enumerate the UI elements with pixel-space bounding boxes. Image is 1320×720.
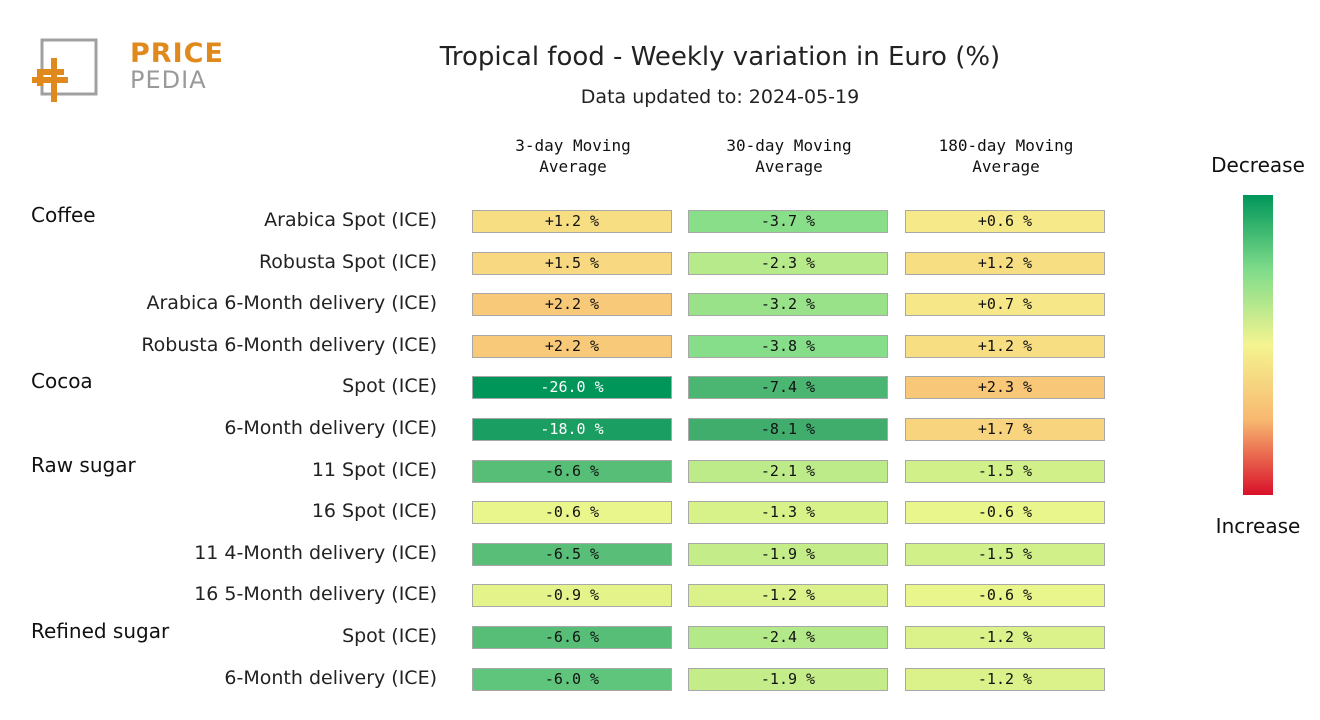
column-header-line: 180-day Moving xyxy=(938,136,1074,155)
row-label: 11 Spot (ICE) xyxy=(311,458,437,481)
color-scale-bar xyxy=(1243,195,1273,495)
column-header-line: 30-day Moving xyxy=(726,136,852,155)
column-header-line: 3-day Moving xyxy=(515,136,631,155)
heatmap-cell: +2.2 % xyxy=(472,334,672,358)
pricepedia-logo: PRICE PEDIA xyxy=(28,36,223,110)
heatmap-cell: -1.9 % xyxy=(688,542,888,566)
heatmap-cell: -1.9 % xyxy=(688,667,888,691)
row-label: Spot (ICE) xyxy=(342,625,437,647)
heatmap-cell: +2.2 % xyxy=(472,293,672,317)
row-label: Robusta Spot (ICE) xyxy=(258,250,437,273)
heatmap-cell: -2.1 % xyxy=(688,459,888,483)
heatmap-cell: -0.6 % xyxy=(472,501,672,525)
heatmap-cell: +2.3 % xyxy=(905,376,1105,400)
column-header-line: Average xyxy=(755,157,823,176)
heatmap-cell: -2.4 % xyxy=(688,626,888,649)
row-label: Arabica 6-Month delivery (ICE) xyxy=(146,292,438,315)
row-label: 6-Month delivery (ICE) xyxy=(224,666,437,689)
heatmap-cell: -3.2 % xyxy=(688,293,888,317)
heatmap-cell: -6.5 % xyxy=(472,542,672,566)
group-label: Refined sugar xyxy=(31,619,170,643)
heatmap-cell: -1.2 % xyxy=(688,584,888,608)
heatmap-cell: +1.2 % xyxy=(905,334,1105,358)
heatmap-cell: -6.6 % xyxy=(472,459,672,483)
group-label: Cocoa xyxy=(31,369,93,394)
heatmap-cell: -1.2 % xyxy=(905,667,1105,691)
logo-text-pedia: PEDIA xyxy=(130,66,207,94)
heatmap-cell: -0.6 % xyxy=(905,501,1105,525)
heatmap-cell: -6.6 % xyxy=(472,626,672,649)
group-label: Coffee xyxy=(31,203,96,227)
heatmap-cell: -18.0 % xyxy=(472,418,672,441)
heatmap-cell: -1.3 % xyxy=(688,501,888,525)
chart-subtitle: Data updated to: 2024-05-19 xyxy=(580,86,860,108)
row-label: 11 4-Month delivery (ICE) xyxy=(194,541,437,564)
logo-mark-icon xyxy=(32,38,98,102)
heatmap-cell: -8.1 % xyxy=(688,418,888,441)
heatmap-cell: +1.2 % xyxy=(472,210,672,233)
legend-decrease-label: Decrease xyxy=(1211,153,1305,177)
row-label: Arabica Spot (ICE) xyxy=(264,209,437,231)
heatmap-cell: -6.0 % xyxy=(472,667,672,691)
heatmap-cell: +1.7 % xyxy=(905,418,1105,441)
heatmap-cell: -2.3 % xyxy=(688,251,888,275)
column-header: 3-day Moving Average xyxy=(473,135,673,177)
heatmap-cell: -3.7 % xyxy=(688,210,888,233)
column-header-line: Average xyxy=(539,157,607,176)
heatmap-cell: +0.7 % xyxy=(905,293,1105,317)
legend-increase-label: Increase xyxy=(1215,514,1301,538)
heatmap-cell: -1.5 % xyxy=(905,459,1105,483)
heatmap-cell: -1.5 % xyxy=(905,542,1105,566)
heatmap-cell: +1.5 % xyxy=(472,251,672,275)
heatmap-cell: -0.9 % xyxy=(472,584,672,608)
heatmap-cell: +1.2 % xyxy=(905,251,1105,275)
row-label: Spot (ICE) xyxy=(342,375,437,398)
heatmap-cell: -3.8 % xyxy=(688,334,888,358)
row-label: 16 Spot (ICE) xyxy=(311,500,437,523)
column-header-line: Average xyxy=(972,157,1040,176)
row-label: 16 5-Month delivery (ICE) xyxy=(194,583,437,606)
group-label: Raw sugar xyxy=(31,452,136,477)
column-header: 30-day Moving Average xyxy=(689,135,889,177)
row-label: 6-Month delivery (ICE) xyxy=(224,417,437,439)
chart-title: Tropical food - Weekly variation in Euro… xyxy=(439,42,1001,72)
heatmap-cell: -7.4 % xyxy=(688,376,888,400)
row-label: Robusta 6-Month delivery (ICE) xyxy=(141,333,437,356)
heatmap-cell: -1.2 % xyxy=(905,626,1105,649)
heatmap-cell: -0.6 % xyxy=(905,584,1105,608)
column-header: 180-day Moving Average xyxy=(906,135,1106,177)
logo-text-price: PRICE xyxy=(130,38,224,69)
heatmap-cell: +0.6 % xyxy=(905,210,1105,233)
heatmap-cell: -26.0 % xyxy=(472,376,672,400)
